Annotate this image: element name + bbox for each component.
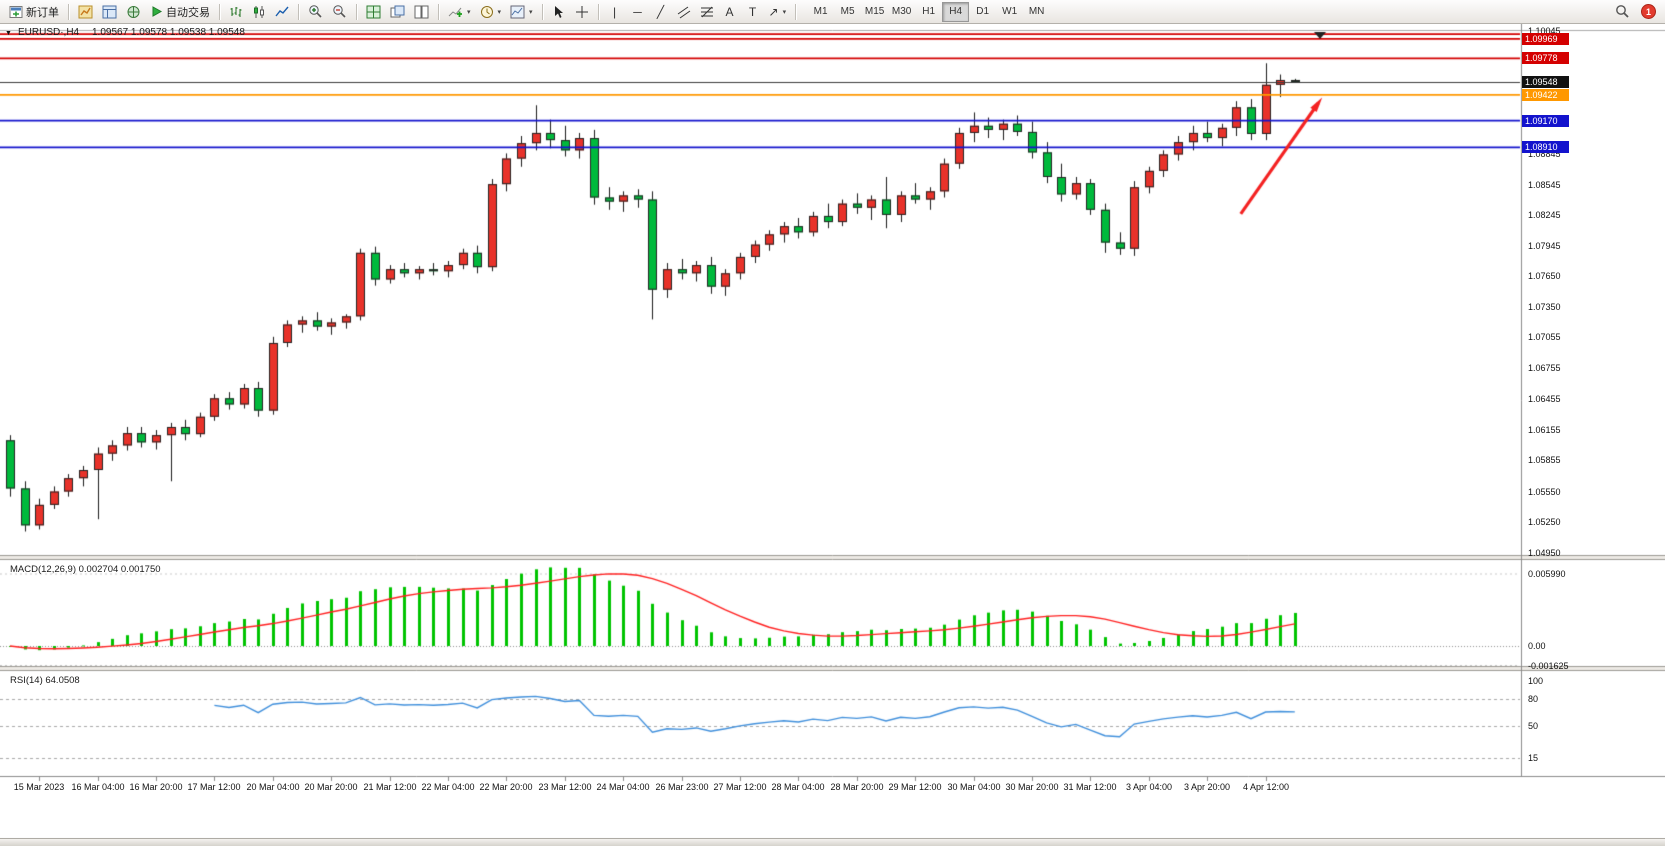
tile-windows-icon [366, 5, 381, 18]
timeframe-m5-button[interactable]: M5 [834, 2, 861, 22]
zoom-out-icon [333, 5, 346, 18]
search-button[interactable] [1611, 2, 1634, 22]
cascade-windows-button[interactable] [386, 2, 409, 22]
zoom-in-button[interactable] [304, 2, 327, 22]
templates-button[interactable]: ▾ [506, 2, 537, 22]
notification-badge[interactable]: 1 [1641, 4, 1656, 19]
templates-icon [510, 5, 525, 18]
data-window-button[interactable] [98, 2, 121, 22]
periods-clock-icon [480, 5, 493, 18]
toolbar-separator [541, 3, 543, 20]
fibonacci-button[interactable] [696, 2, 718, 22]
new-order-label: 新订单 [26, 6, 59, 19]
bar-chart-button[interactable] [225, 2, 247, 22]
market-watch-icon [78, 5, 93, 18]
dropdown-arrow-icon: ▾ [467, 8, 471, 16]
data-window-icon [102, 5, 117, 18]
arrange-windows-icon [414, 5, 429, 18]
toolbar: 新订单 自动交易 ▾ ▾ [0, 0, 1665, 24]
vertical-line-button[interactable]: | [604, 2, 626, 22]
timeframe-m30-button[interactable]: M30 [888, 2, 915, 22]
horizontal-line-button[interactable]: ─ [627, 2, 649, 22]
arrows-button[interactable]: ↗ ▾ [765, 2, 791, 22]
text-button[interactable]: A [719, 2, 741, 22]
cursor-button[interactable] [548, 2, 570, 22]
cursor-icon [555, 5, 564, 18]
bar-chart-icon [230, 6, 242, 17]
periods-button[interactable]: ▾ [476, 2, 506, 22]
timeframe-m15-button[interactable]: M15 [861, 2, 888, 22]
trendline-button[interactable]: ╱ [650, 2, 672, 22]
zoom-out-button[interactable] [328, 2, 351, 22]
timeframe-h4-button[interactable]: H4 [942, 1, 970, 22]
one-click-trading-toggle[interactable]: ▼ [5, 30, 12, 37]
autotrading-play-icon [152, 6, 163, 17]
toolbar-separator [597, 3, 599, 20]
line-chart-icon [275, 6, 289, 16]
tile-windows-button[interactable] [362, 2, 385, 22]
search-icon [1616, 5, 1629, 18]
new-order-icon [9, 5, 23, 18]
crosshair-icon [575, 5, 588, 18]
indicators-button[interactable]: ▾ [444, 2, 475, 22]
cascade-windows-icon [390, 5, 405, 17]
toolbar-separator [356, 3, 357, 20]
crosshair-button[interactable] [571, 2, 593, 22]
candlestick-chart-icon [254, 5, 264, 18]
timeframe-d1-button[interactable]: D1 [969, 2, 996, 22]
toolbar-separator [795, 3, 797, 20]
dropdown-arrow-icon: ▾ [782, 8, 787, 16]
line-chart-button[interactable] [271, 2, 293, 22]
dropdown-arrow-icon: ▾ [497, 8, 502, 16]
timeframe-w1-button[interactable]: W1 [996, 2, 1023, 22]
trendline-icon: ╱ [656, 4, 665, 19]
vertical-line-icon: | [612, 4, 617, 19]
channel-icon [677, 6, 690, 18]
indicators-icon [448, 7, 462, 17]
fibonacci-icon [700, 6, 713, 17]
notification-count: 1 [1645, 6, 1651, 17]
arrow-tool-icon: ↗ [768, 4, 779, 19]
dropdown-arrow-icon: ▾ [529, 8, 533, 16]
arrange-windows-button[interactable] [410, 2, 433, 22]
candlestick-chart-button[interactable] [248, 2, 270, 22]
autotrading-button[interactable]: 自动交易 [146, 2, 214, 22]
timeframe-h1-button[interactable]: H1 [915, 2, 942, 22]
text-label-button[interactable]: T [742, 2, 764, 22]
autotrading-label: 自动交易 [166, 6, 210, 19]
chart-canvas[interactable] [0, 24, 1665, 846]
zoom-in-icon [309, 5, 322, 18]
navigator-button[interactable] [122, 2, 145, 22]
new-order-button[interactable]: 新订单 [5, 2, 63, 22]
toolbar-separator [438, 3, 439, 20]
timeframe-group: M1 M5 M15 M30 H1 H4 D1 W1 MN [807, 1, 1050, 22]
text-icon: A [725, 4, 734, 19]
timeframe-m1-button[interactable]: M1 [807, 2, 834, 22]
market-watch-button[interactable] [74, 2, 97, 22]
toolbar-separator [68, 3, 69, 20]
text-label-icon: T [748, 4, 757, 19]
navigator-icon [127, 5, 140, 18]
channel-button[interactable] [673, 2, 695, 22]
toolbar-separator [298, 3, 299, 20]
timeframe-mn-button[interactable]: MN [1023, 2, 1050, 22]
toolbar-separator [219, 3, 220, 20]
horizontal-line-icon: ─ [633, 4, 642, 19]
window-resize-bar[interactable] [0, 838, 1665, 846]
